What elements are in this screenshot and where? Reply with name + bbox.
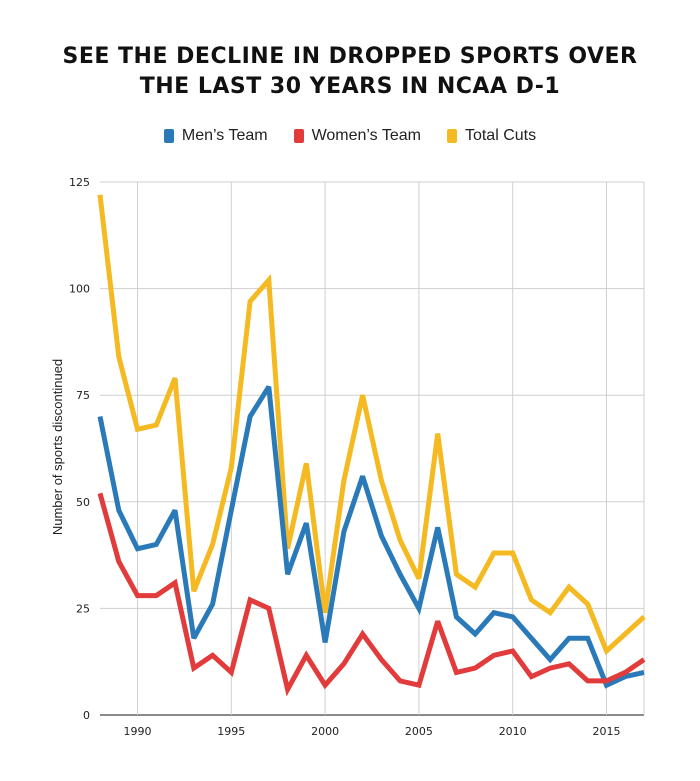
legend-label-mens: Men’s Team	[181, 127, 268, 144]
legend-swatch-total	[446, 129, 457, 143]
legend-swatch-mens	[163, 129, 174, 143]
y-tick-75: 75	[76, 389, 90, 402]
legend: Men’s Team Women’s Team Total Cuts	[0, 127, 700, 145]
x-tick-2000: 2000	[311, 725, 339, 738]
series-line-total	[97, 194, 646, 656]
x-axis-ticks: 1990 1995 2000 2005 2010 2015	[124, 725, 621, 738]
legend-item-mens: Men’s Team	[163, 127, 268, 145]
x-tick-1995: 1995	[217, 725, 245, 738]
x-tick-2015: 2015	[592, 725, 620, 738]
legend-item-total: Total Cuts	[446, 127, 537, 145]
x-tick-1990: 1990	[124, 725, 152, 738]
y-tick-0: 0	[83, 709, 90, 722]
legend-label-total: Total Cuts	[464, 127, 537, 144]
y-tick-50: 50	[76, 496, 90, 509]
series-lines	[97, 194, 646, 697]
chart-title: SEE THE DECLINE IN DROPPED SPORTS OVER T…	[0, 42, 700, 102]
y-axis-ticks: 0 25 50 75 100 125	[69, 176, 90, 722]
y-tick-25: 25	[76, 602, 90, 615]
y-tick-125: 125	[69, 176, 90, 189]
legend-label-womens: Women’s Team	[311, 127, 421, 144]
legend-swatch-womens	[293, 129, 304, 143]
y-axis-label: Number of sports discontinued	[50, 359, 65, 535]
series-line-womens	[97, 492, 646, 697]
chart-title-line-1: SEE THE DECLINE IN DROPPED SPORTS OVER	[62, 44, 638, 69]
x-tick-2005: 2005	[405, 725, 433, 738]
y-tick-100: 100	[69, 283, 90, 296]
series-line-mens	[97, 385, 645, 689]
legend-item-womens: Women’s Team	[293, 127, 421, 145]
chart-title-line-2: THE LAST 30 YEARS IN NCAA D-1	[139, 74, 561, 99]
x-tick-2010: 2010	[499, 725, 527, 738]
